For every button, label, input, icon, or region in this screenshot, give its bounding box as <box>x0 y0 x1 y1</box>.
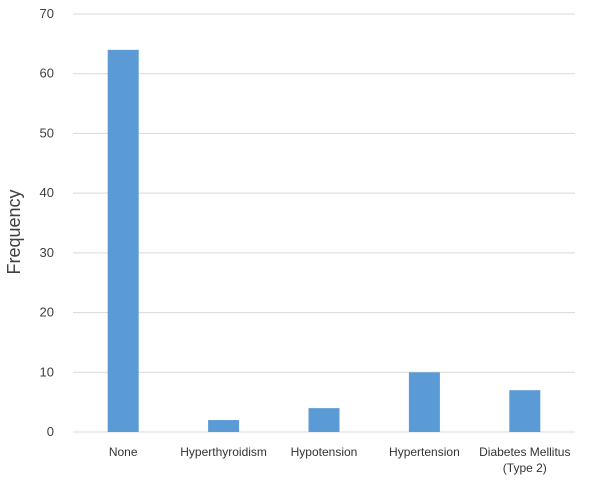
bars <box>107 49 541 432</box>
grid-lines <box>73 13 575 433</box>
y-tick-label: 30 <box>40 245 54 260</box>
y-tick-label: 70 <box>40 6 54 21</box>
x-tick-label: None <box>109 445 138 459</box>
x-tick-label: Hypertension <box>389 445 460 459</box>
bar-none <box>107 49 139 432</box>
bar-hyperthyroidism <box>208 420 240 432</box>
y-axis-title: Frequency <box>4 189 24 274</box>
x-tick-label-line: (Type 2) <box>503 461 547 475</box>
y-tick-label: 10 <box>40 364 54 379</box>
x-tick-label-line: Hyperthyroidism <box>180 445 267 459</box>
x-tick-label-line: Hypertension <box>389 445 460 459</box>
bar-hypertension <box>408 372 440 432</box>
x-tick-label-line: Hypotension <box>291 445 358 459</box>
x-tick-label: Hypotension <box>291 445 358 459</box>
x-axis-labels: None Hyperthyroidism Hypotension Hypertensi… <box>109 445 571 475</box>
x-tick-label: Diabetes Mellitus (Type 2) <box>479 445 570 475</box>
x-tick-label-line: None <box>109 445 138 459</box>
y-tick-label: 40 <box>40 185 54 200</box>
y-tick-label: 0 <box>47 424 54 439</box>
bar-hypotension <box>308 408 340 432</box>
y-tick-label: 50 <box>40 125 54 140</box>
x-tick-label-line: Diabetes Mellitus <box>479 445 570 459</box>
y-axis-ticks: 0 10 20 30 40 50 60 70 <box>40 6 54 439</box>
y-tick-label: 60 <box>40 66 54 81</box>
x-tick-label: Hyperthyroidism <box>180 445 267 459</box>
bar-diabetes-mellitus-type-2 <box>509 390 541 432</box>
y-tick-label: 20 <box>40 305 54 320</box>
